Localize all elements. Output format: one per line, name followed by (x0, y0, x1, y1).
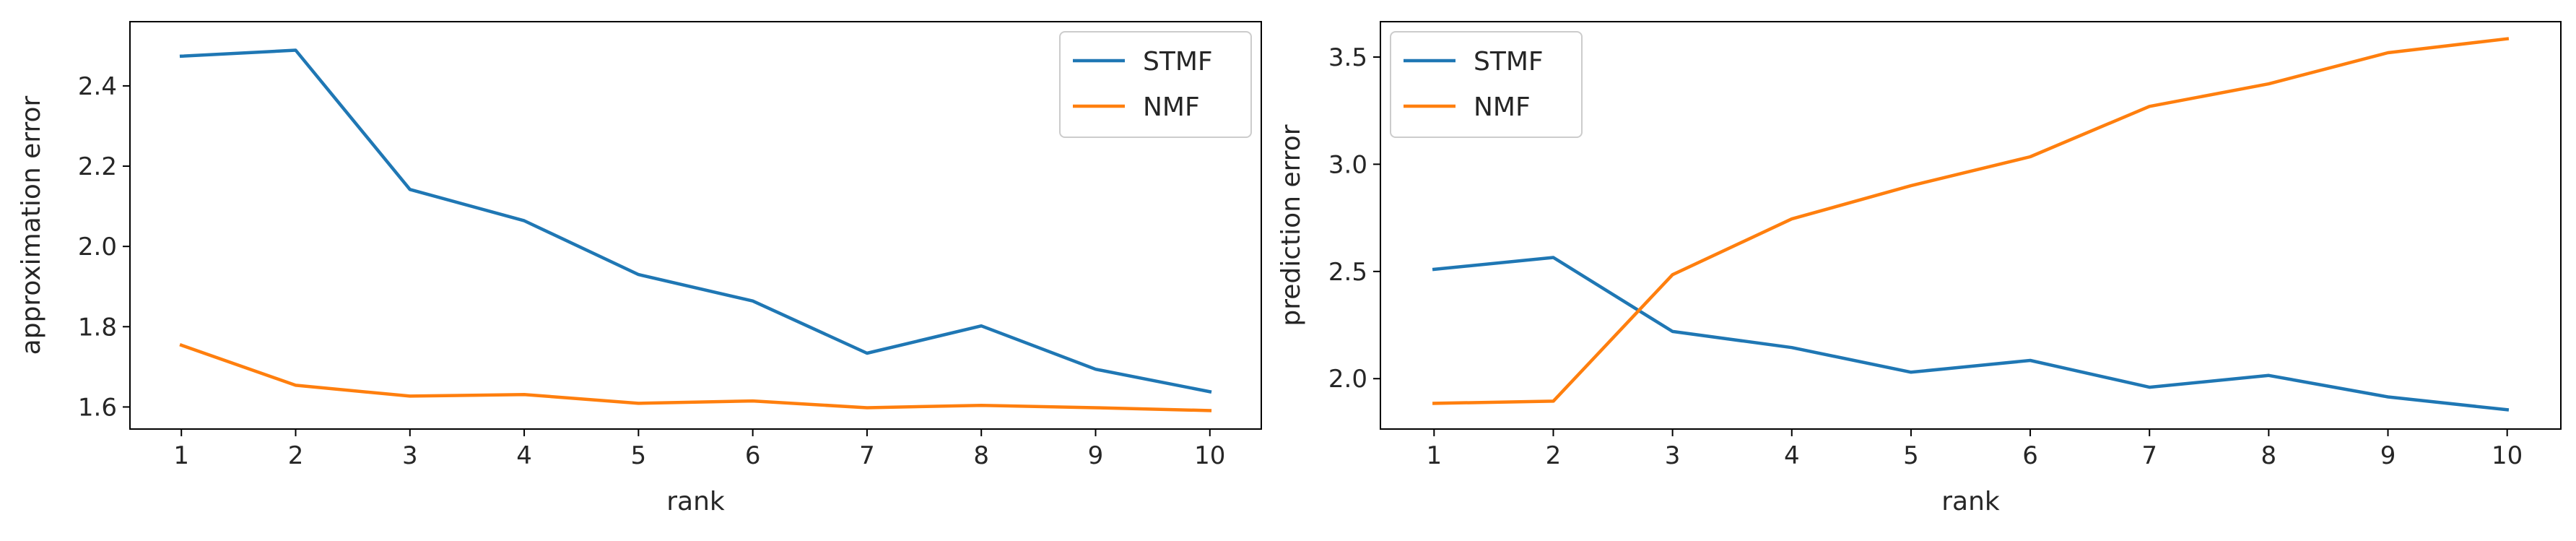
y-tick-label: 3.0 (1328, 150, 1367, 179)
y-axis-label: prediction error (1276, 124, 1306, 326)
x-tick-label: 6 (2022, 441, 2038, 470)
x-tick-label: 1 (173, 441, 189, 470)
plot-frame (129, 21, 1262, 430)
x-tick-label: 5 (631, 441, 647, 470)
y-tick-label: 2.5 (1328, 258, 1367, 287)
chart-right: 1 2 3 4 5 6 7 8 9 10 2.0 2.5 3.0 3.5 rank prediction er… (1276, 21, 2562, 516)
y-tick-label: 3.5 (1328, 43, 1367, 72)
series-line-nmf (1432, 37, 2510, 405)
y-tick-label: 1.8 (78, 313, 117, 342)
plot-frame (1380, 21, 2562, 430)
legend-label-nmf: NMF (1143, 92, 1200, 122)
x-tick-label: 2 (1546, 441, 1562, 470)
legend-label-stmf: STMF (1474, 47, 1544, 77)
series-line-nmf (179, 343, 1212, 412)
chart-left: 1 2 3 4 5 6 7 8 9 10 1.6 1.8 2.0 2.2 2.4 rank approximat… (17, 21, 1262, 516)
y-axis-label: approximation error (17, 95, 46, 355)
y-tick-label: 2.2 (78, 152, 117, 181)
x-tick-label: 10 (2492, 441, 2523, 470)
x-tick-label: 5 (1903, 441, 1919, 470)
x-tick-label: 4 (1784, 441, 1800, 470)
y-tick-label: 2.0 (78, 233, 117, 261)
x-tick-label: 7 (2141, 441, 2157, 470)
x-tick-label: 9 (1088, 441, 1104, 470)
x-tick-label: 1 (1426, 441, 1442, 470)
y-tick-label: 2.0 (1328, 365, 1367, 394)
y-tick-label: 2.4 (78, 72, 117, 101)
x-tick-label: 2 (288, 441, 304, 470)
legend-label-nmf: NMF (1474, 92, 1531, 122)
y-tick-label: 1.6 (78, 393, 117, 422)
series-line-stmf (179, 48, 1212, 394)
legend: STMF NMF (1059, 31, 1252, 138)
x-axis-label: rank (666, 487, 725, 516)
x-axis-label: rank (1941, 487, 2000, 516)
series-line-stmf (1432, 256, 2510, 412)
x-tick-label: 3 (402, 441, 418, 470)
x-tick-label: 9 (2380, 441, 2396, 470)
legend-box (1390, 31, 1583, 138)
legend: STMF NMF (1390, 31, 1583, 138)
x-tick-label: 7 (859, 441, 875, 470)
legend-box (1059, 31, 1252, 138)
x-tick-label: 3 (1665, 441, 1681, 470)
x-tick-label: 8 (2261, 441, 2277, 470)
x-tick-label: 8 (973, 441, 989, 470)
x-tick-label: 6 (745, 441, 761, 470)
x-tick-label: 10 (1194, 441, 1225, 470)
legend-label-stmf: STMF (1143, 47, 1213, 77)
x-tick-label: 4 (516, 441, 532, 470)
